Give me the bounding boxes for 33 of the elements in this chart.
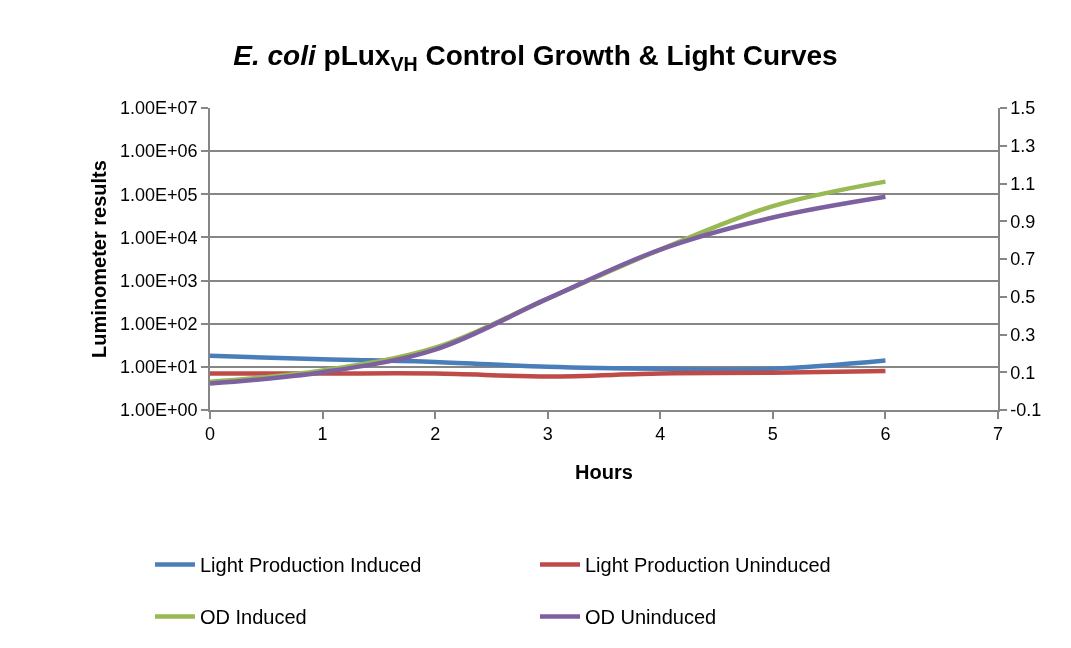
chart-title: E. coli pLux$_{VH}$ Control Growth & Light Curves: [233, 39, 838, 75]
y-tick-label: 1.00E+02: [120, 314, 198, 335]
y2-tick-label: 0.9: [1010, 211, 1036, 232]
x-tick-label: 1: [317, 424, 328, 445]
legend-label: Light Production Uninduced: [585, 554, 831, 577]
x-tick-label: 5: [767, 424, 778, 445]
x-tick-label: 2: [430, 424, 441, 445]
y2-tick-label: -0.1: [1010, 400, 1042, 421]
y2-tick-label: 0.1: [1010, 362, 1036, 383]
legend-label: Light Production Induced: [200, 554, 422, 577]
y-tick-label: 1.00E+00: [120, 400, 198, 421]
y-tick-label: 1.00E+06: [120, 141, 198, 162]
x-axis-title: Hours: [575, 461, 633, 484]
legend-label: OD Uninduced: [585, 606, 717, 629]
y-tick-label: 1.00E+07: [120, 98, 198, 119]
line-series: [210, 353, 888, 372]
y2-tick-label: 1.3: [1010, 136, 1036, 157]
x-tick-label: 4: [655, 424, 666, 445]
x-tick-label: 3: [542, 424, 553, 445]
x-tick-label: 7: [992, 424, 1004, 445]
y2-tick-label: 1.1: [1010, 173, 1036, 194]
y2-tick-label: 0.7: [1010, 249, 1036, 270]
y-tick-label: 1.00E+05: [120, 184, 198, 205]
x-tick-label: 0: [204, 424, 216, 445]
y-tick-label: 1.00E+03: [120, 270, 198, 291]
y2-tick-label: 0.3: [1010, 324, 1036, 345]
y2-tick-label: 1.5: [1010, 98, 1036, 119]
y-tick-label: 1.00E+04: [120, 227, 198, 248]
x-tick-label: 6: [880, 424, 891, 445]
y2-tick-label: 0.5: [1010, 287, 1036, 308]
y-axis-title: Luminometer results: [88, 160, 111, 358]
legend-label: OD Induced: [200, 606, 307, 629]
y-tick-label: 1.00E+01: [120, 357, 198, 378]
